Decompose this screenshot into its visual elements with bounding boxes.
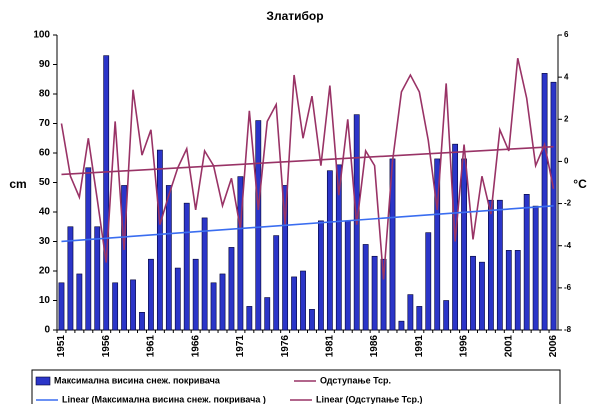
y-tick-label: 50	[39, 177, 51, 188]
bar	[264, 297, 271, 331]
bar	[505, 250, 512, 331]
bar	[273, 235, 280, 331]
bar	[246, 306, 253, 331]
bar	[488, 199, 494, 331]
y-tick-label: 80	[39, 89, 51, 100]
bar	[58, 282, 65, 331]
bar	[174, 267, 181, 331]
bar	[255, 120, 262, 331]
y2-tick-label: 4	[564, 72, 569, 81]
bar	[112, 282, 119, 331]
bar	[532, 205, 539, 331]
legend-label: Одступање Тср.	[320, 375, 391, 385]
bar	[85, 167, 92, 331]
bar	[309, 309, 315, 331]
x-tick-label: 1996	[459, 335, 470, 358]
y2-tick-label: -6	[564, 283, 572, 292]
y-tick-label: 60	[39, 148, 51, 159]
bar	[416, 306, 423, 331]
x-tick-label: 1966	[190, 335, 201, 358]
x-tick-label: 1956	[101, 335, 112, 358]
bar	[496, 199, 503, 331]
legend-box	[31, 369, 561, 404]
x-tick-label: 1991	[414, 335, 425, 358]
bar	[514, 250, 521, 331]
y2-tick-label: 6	[564, 30, 569, 39]
bar	[407, 294, 414, 331]
y2-tick-label: 0	[564, 157, 569, 166]
y2-tick-label: 2	[564, 114, 569, 123]
bar	[443, 300, 450, 331]
x-tick-label: 1961	[146, 335, 157, 358]
bar	[344, 220, 351, 331]
legend-label: Максимална висина снеж. покривача	[54, 375, 221, 385]
y-tick-label: 0	[44, 325, 50, 336]
bar	[371, 255, 378, 331]
bar	[192, 258, 199, 331]
x-tick-label: 2006	[548, 335, 559, 358]
trend-line	[61, 205, 554, 243]
y-tick-label: 10	[39, 295, 51, 306]
bar	[362, 244, 369, 331]
x-tick-label: 2001	[503, 335, 514, 358]
y-tick-label: 70	[39, 118, 51, 129]
bar	[326, 170, 333, 331]
bar	[470, 255, 476, 331]
y2-tick-label: -8	[564, 325, 572, 334]
x-tick-label: 1971	[235, 335, 246, 358]
legend-label: Linear (Максимална висина снеж. покривач…	[62, 394, 266, 404]
bar	[425, 232, 432, 331]
y-tick-label: 20	[39, 266, 51, 277]
y-tick-label: 40	[39, 207, 51, 218]
bar	[335, 164, 342, 331]
bar	[67, 226, 74, 331]
chart-title: Златибор	[266, 9, 323, 23]
bar	[479, 261, 485, 331]
bar	[380, 258, 387, 331]
bar	[237, 176, 244, 331]
y-axis-label: cm	[9, 177, 26, 191]
y2-tick-label: -2	[564, 199, 572, 208]
bar	[139, 311, 145, 331]
x-tick-label: 1976	[280, 335, 291, 358]
bar	[282, 185, 289, 331]
bar	[148, 258, 154, 331]
bar	[121, 185, 127, 331]
x-tick-label: 1981	[325, 335, 336, 358]
bar	[156, 149, 163, 331]
y2-axis-label: °C	[573, 177, 587, 191]
legend-label: Linear (Одступање Тср.)	[316, 394, 423, 404]
bar	[94, 226, 101, 331]
bar	[103, 55, 110, 331]
bar	[541, 73, 548, 331]
bar	[210, 282, 217, 331]
bar	[201, 217, 208, 331]
line	[60, 58, 555, 280]
bar	[318, 220, 324, 331]
bar	[130, 279, 136, 331]
bar	[228, 247, 235, 331]
bar	[165, 185, 172, 331]
x-tick-label: 1951	[56, 335, 67, 358]
y-tick-label: 30	[39, 236, 51, 247]
bar	[523, 194, 530, 331]
bar	[300, 270, 306, 331]
bar	[76, 273, 83, 331]
bar	[398, 320, 405, 331]
bar	[434, 158, 441, 331]
bar	[183, 202, 190, 331]
y-tick-label: 90	[39, 59, 51, 70]
trend-line	[61, 145, 554, 176]
legend-swatch	[35, 376, 51, 386]
x-tick-label: 1986	[369, 335, 380, 358]
bar	[219, 273, 226, 331]
bar	[461, 158, 467, 331]
bar	[291, 276, 297, 331]
y-tick-label: 100	[33, 30, 50, 41]
y2-tick-label: -4	[564, 241, 572, 250]
